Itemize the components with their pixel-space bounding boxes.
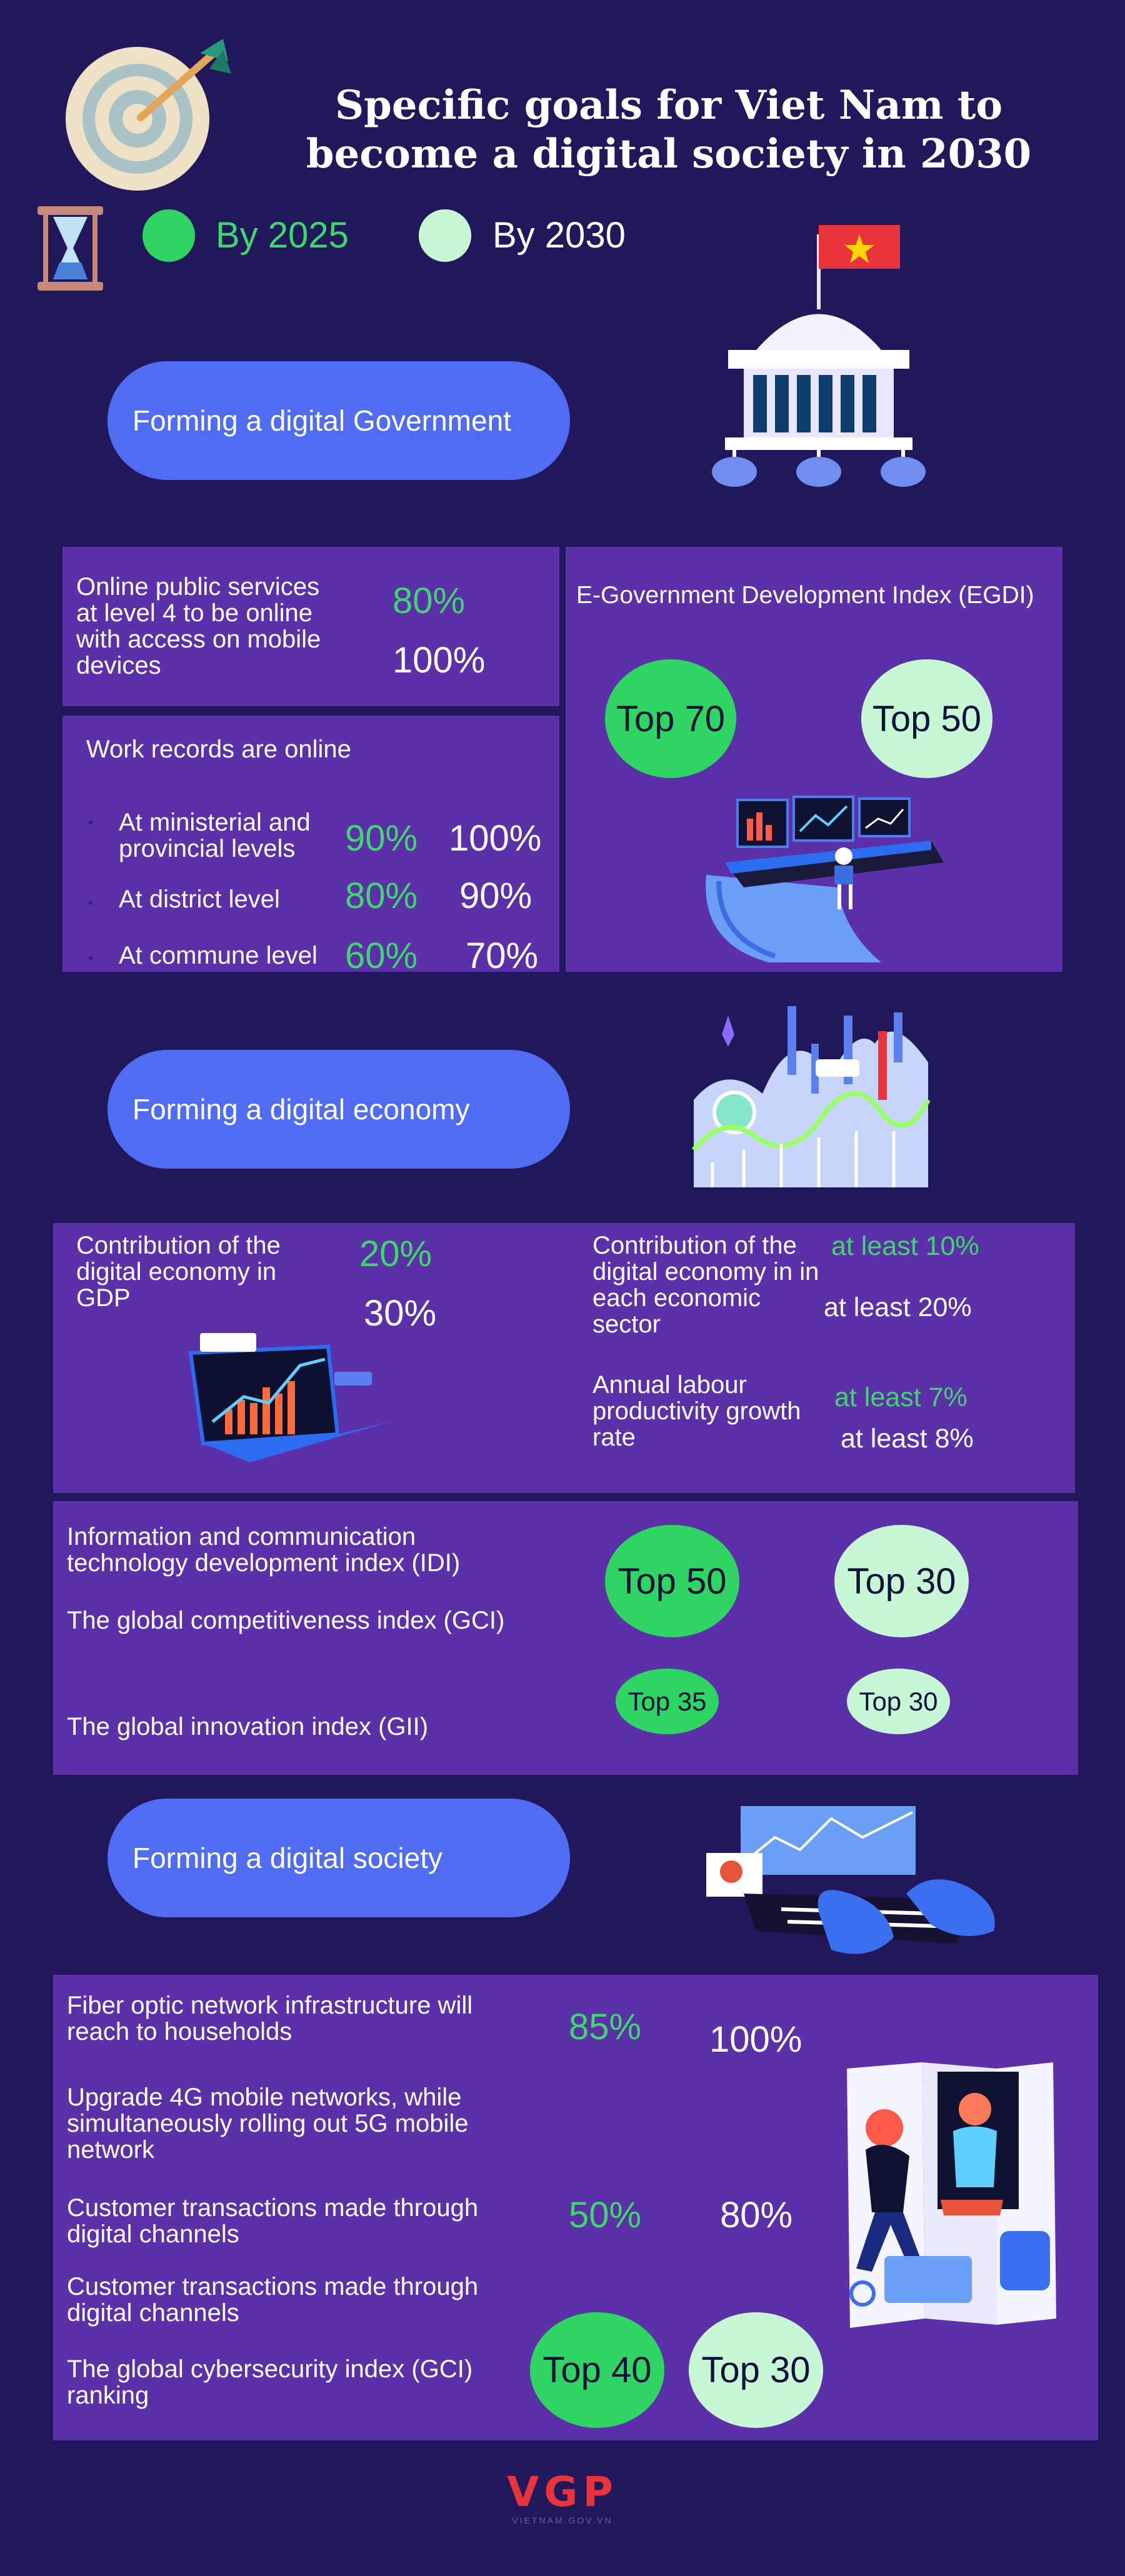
page-title-line-2: become a digital society in 2030 — [306, 131, 1032, 177]
work-row-commune-label: At commune level — [119, 942, 318, 969]
section-pill-government: Forming a digital Government — [108, 361, 570, 480]
gii-2030-badge: Top 30 — [847, 1669, 950, 1734]
vietnam-flag-icon — [817, 225, 900, 309]
legend-2025-label: By 2025 — [216, 215, 349, 256]
legend-2030-label: By 2030 — [492, 215, 626, 256]
gii-2030-value: Top 30 — [859, 1686, 938, 1716]
online-services-2030: 100% — [392, 640, 486, 681]
fiber-2025: 85% — [569, 2007, 642, 2047]
bullet — [89, 821, 92, 824]
gdp-2030: 30% — [364, 1293, 437, 1334]
gdp-2025: 20% — [359, 1234, 432, 1274]
gii-2025-badge: Top 35 — [616, 1669, 719, 1734]
vgp-logo-url: VIETNAM.GOV.VN — [512, 2515, 613, 2525]
work-row-district-label: At district level — [119, 886, 280, 913]
section-pill-society: Forming a digital society — [108, 1799, 570, 1917]
mobile-label: Upgrade 4G mobile networks, while simult… — [67, 2084, 469, 2164]
target-icon — [59, 37, 234, 200]
legend-2030-dot — [419, 209, 471, 262]
page-title-line-1: Specific goals for Viet Nam to — [334, 82, 1003, 129]
panel-work-records — [62, 716, 559, 972]
online-services-2025: 80% — [392, 581, 466, 621]
labour-2030: at least 8% — [841, 1424, 974, 1454]
work-row-district-2025: 80% — [345, 876, 418, 916]
hourglass-icon — [34, 203, 106, 294]
gci-2025-badge: Top 50 — [605, 1525, 739, 1637]
bullet — [89, 901, 92, 905]
fiber-2030: 100% — [709, 2019, 802, 2060]
transactions-2030: 80% — [720, 2195, 793, 2235]
labour-2025: at least 7% — [834, 1382, 968, 1412]
gdp-label: Contribution of the digital economy in G… — [76, 1232, 281, 1312]
bullet — [89, 956, 92, 960]
transactions-1-label: Customer transactions made through digit… — [67, 2194, 479, 2248]
egdi-2025-value: Top 70 — [616, 698, 726, 739]
gci-2025-value: Top 50 — [618, 1560, 727, 1602]
panel-online-services — [62, 547, 559, 706]
transactions-2-label: Customer transactions made through digit… — [67, 2273, 479, 2327]
cyber-label: The global cybersecurity index (GCI) ran… — [67, 2355, 473, 2409]
fiber-label: Fiber optic network infrastructure will … — [67, 1992, 473, 2045]
sector-2025: at least 10% — [831, 1231, 979, 1261]
gci-label: The global competitiveness index (GCI) — [67, 1607, 505, 1634]
idi-label: Information and communication technology… — [67, 1523, 461, 1577]
work-records-heading: Work records are online — [86, 736, 351, 763]
page-title: Specific goals for Viet Nam to become a … — [238, 81, 1100, 179]
egdi-2030-badge: Top 50 — [861, 659, 992, 778]
legend-2025-dot — [142, 209, 195, 262]
work-row-ministerial-2025: 90% — [345, 818, 418, 859]
labour-label: Annual labour productivity growth rate — [592, 1371, 801, 1451]
egdi-2030-value: Top 50 — [872, 698, 982, 739]
digital-society-people-icon — [841, 2044, 1072, 2331]
digital-workstation-icon — [694, 781, 956, 966]
cyber-2025-badge: Top 40 — [530, 2312, 664, 2428]
work-row-district-2030: 90% — [459, 876, 532, 916]
cyber-2030-badge: Top 30 — [689, 2312, 823, 2428]
gii-2025-value: Top 35 — [628, 1686, 707, 1716]
cyber-2025-value: Top 40 — [542, 2350, 652, 2390]
typing-hands-icon — [706, 1800, 1006, 1969]
government-building-icon — [694, 222, 944, 497]
section-pill-economy: Forming a digital economy — [108, 1050, 570, 1169]
vgp-logo-text: VGP — [507, 2468, 618, 2516]
gci-2030-value: Top 30 — [847, 1560, 956, 1602]
laptop-chart-icon — [175, 1328, 397, 1465]
egdi-2025-badge: Top 70 — [605, 659, 736, 778]
cyber-2030-value: Top 30 — [701, 2350, 811, 2390]
sector-2030: at least 20% — [824, 1292, 972, 1322]
online-services-label: Online public services at level 4 to be … — [76, 573, 321, 679]
work-row-ministerial-2030: 100% — [449, 818, 542, 859]
sector-label: Contribution of the digital economy in i… — [592, 1232, 819, 1338]
growth-chart-icon — [688, 987, 938, 1194]
transactions-2025: 50% — [569, 2195, 642, 2235]
gci-2030-badge: Top 30 — [834, 1525, 969, 1637]
work-row-commune-2025: 60% — [345, 936, 418, 976]
vgp-logo: VGP VIETNAM.GOV.VN — [478, 2472, 647, 2528]
gii-label: The global innovation index (GII) — [67, 1713, 429, 1740]
egdi-label: E-Government Development Index (EGDI) — [576, 582, 1034, 609]
work-row-commune-2030: 70% — [466, 936, 539, 976]
work-row-ministerial-label: At ministerial and provincial levels — [119, 809, 311, 862]
